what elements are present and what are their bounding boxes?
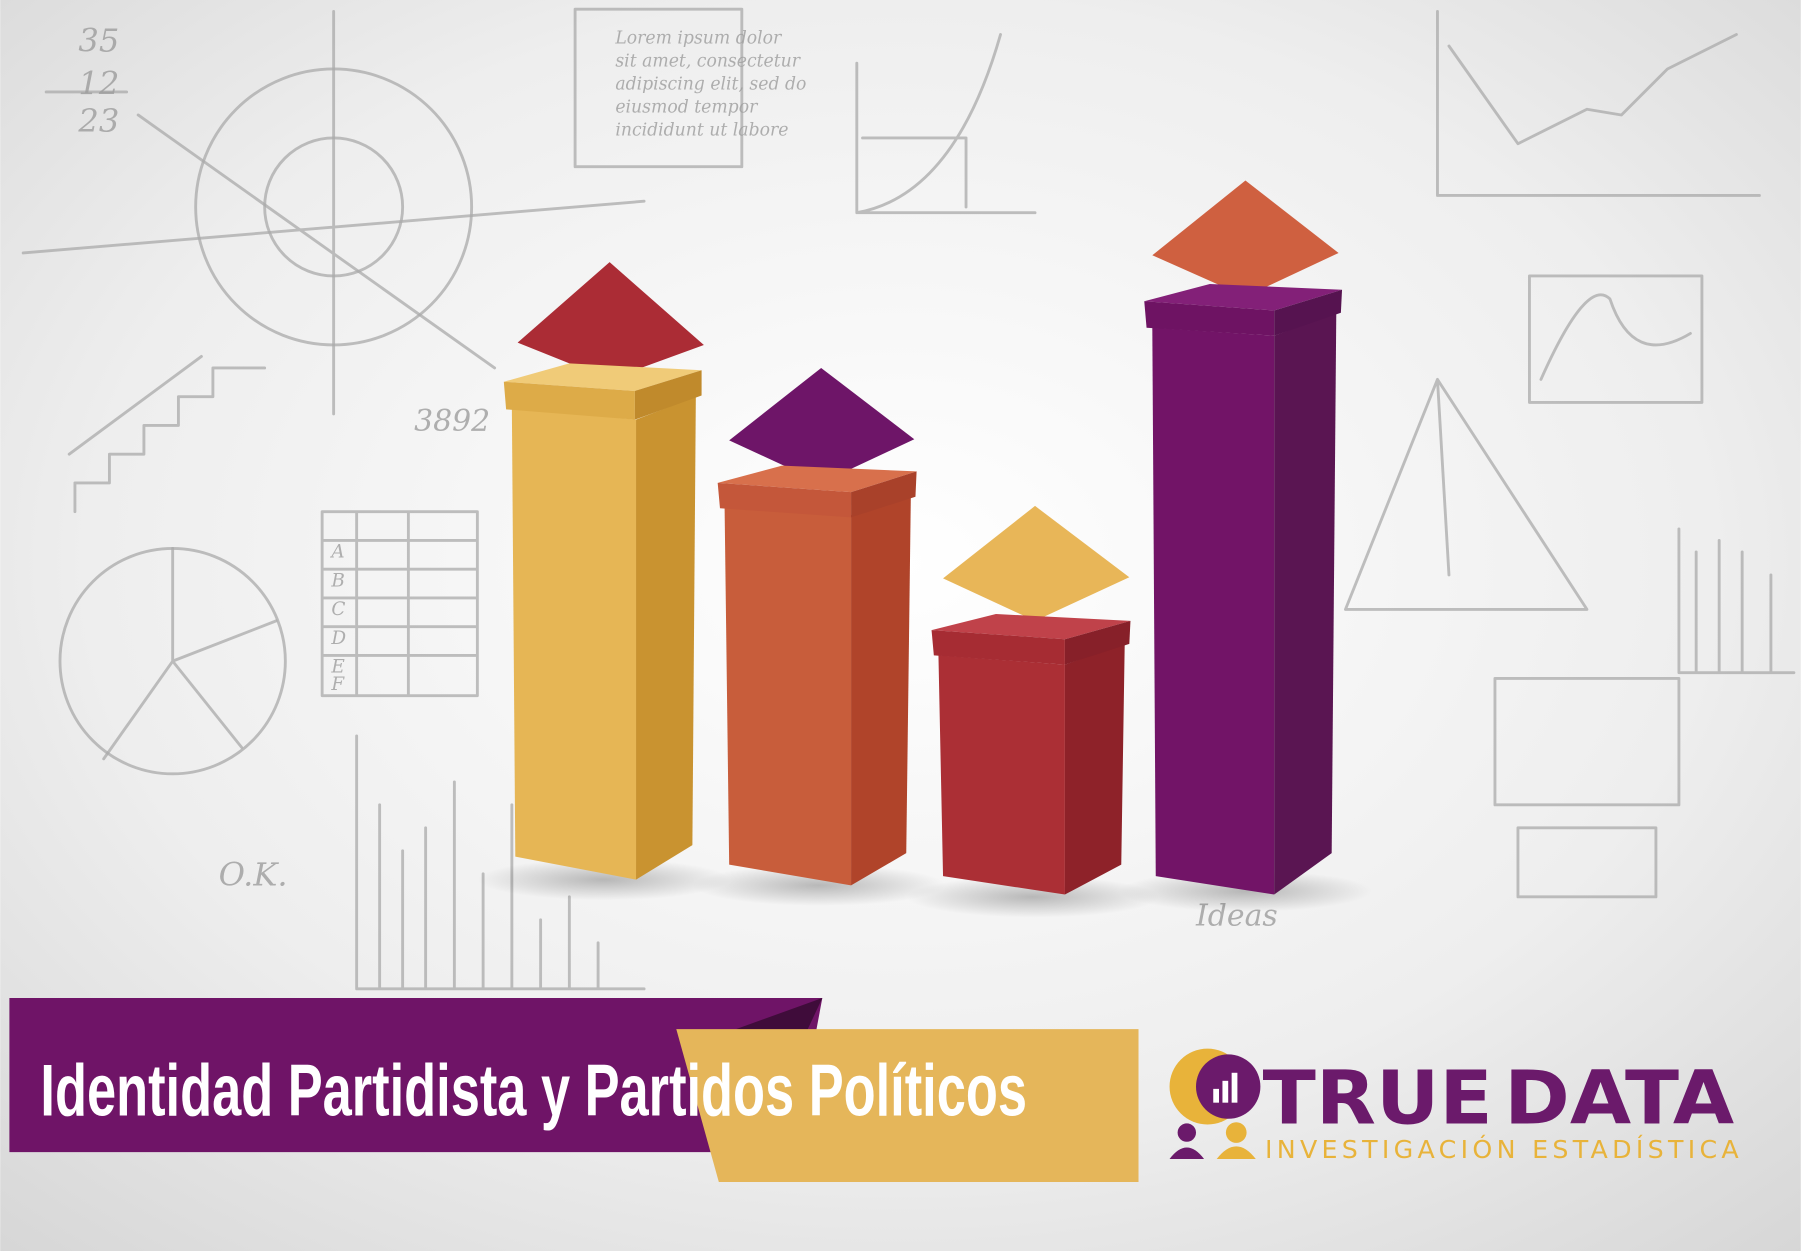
sketch-label: B — [330, 570, 345, 591]
sketch-label: adipiscing elit, sed do — [615, 75, 806, 95]
box-side — [636, 397, 696, 880]
logo-tagline: INVESTIGACIÓN ESTADÍSTICA — [1265, 1134, 1739, 1164]
cover: 35 12 23 3892 O.K. Ideas Lorem ipsum dol… — [0, 0, 1801, 1251]
logo-bar — [1232, 1073, 1238, 1103]
box-side — [1065, 644, 1125, 895]
logo-person — [1178, 1123, 1196, 1141]
logo-word: DATA — [1504, 1056, 1734, 1141]
logo-bar — [1213, 1089, 1219, 1103]
sketch-label: 12 — [78, 64, 119, 102]
sketch-label: 3892 — [414, 404, 490, 439]
sketch-label: eiusmod tempor — [615, 98, 759, 118]
title: Identidad Partidista y Partidos Político… — [40, 1048, 1027, 1131]
sketch-label: A — [329, 542, 344, 563]
sketch-label: 23 — [77, 102, 119, 140]
sketch-label: F — [330, 674, 345, 695]
sketch-label: incididunt ut labore — [615, 121, 788, 141]
sketch-label: C — [331, 599, 345, 620]
sketch-label: O.K. — [219, 855, 288, 893]
logo-word: TRUE — [1263, 1056, 1493, 1141]
box-front — [938, 655, 1064, 894]
logo-person — [1226, 1122, 1247, 1143]
box-side — [851, 494, 911, 885]
sketch-label: D — [330, 628, 346, 649]
box-front — [725, 506, 851, 885]
logo-bar — [1222, 1081, 1228, 1103]
sketch-label: sit amet, consectetur — [615, 52, 801, 72]
box-side — [1274, 313, 1336, 895]
sketch-label: Lorem ipsum dolor — [614, 29, 783, 49]
box-front — [512, 408, 636, 879]
sketch-label: 35 — [78, 22, 119, 60]
box-front — [1152, 328, 1274, 895]
